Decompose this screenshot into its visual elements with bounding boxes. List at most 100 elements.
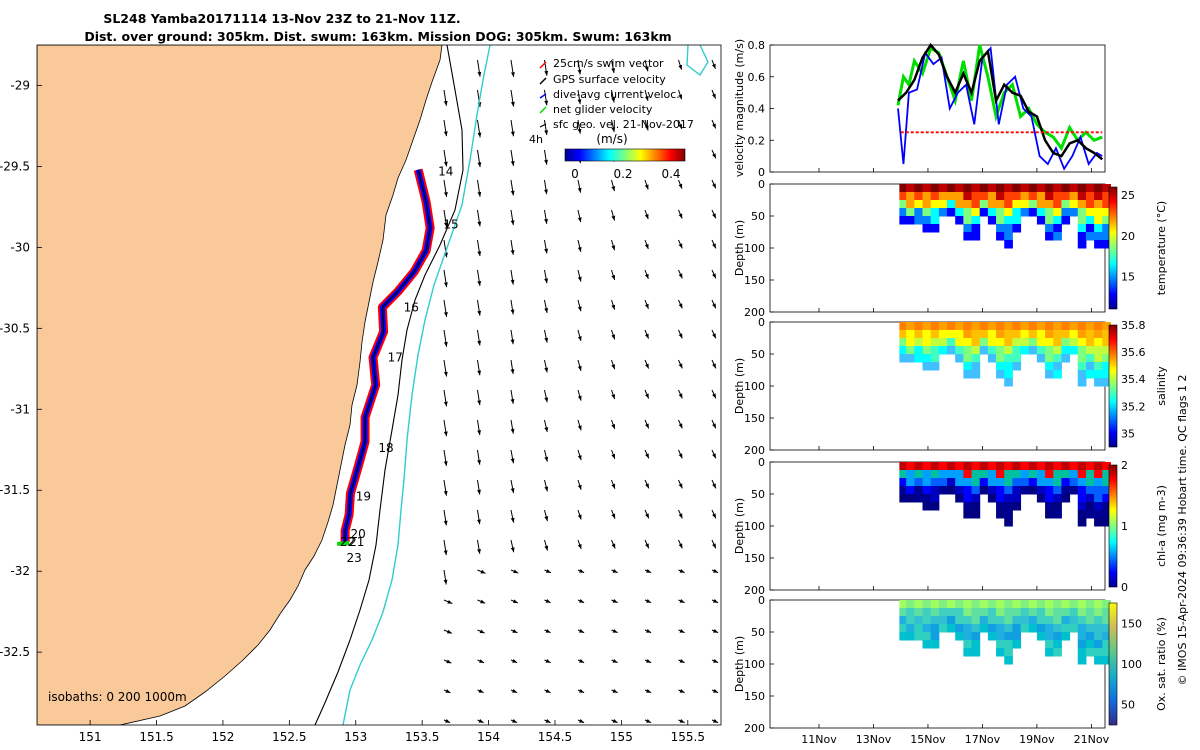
isobath-200m xyxy=(314,45,464,725)
section-cell xyxy=(1053,346,1062,355)
section-cell xyxy=(996,600,1005,609)
sfc-velocity-arrow xyxy=(477,329,482,346)
section-cell xyxy=(963,322,973,331)
section-cell xyxy=(1004,370,1013,379)
section-cell xyxy=(906,322,915,331)
sfc-velocity-arrow xyxy=(611,629,618,634)
section-cell xyxy=(1012,354,1022,363)
section-cell xyxy=(1077,462,1087,471)
section-cell xyxy=(996,470,1005,479)
section-y-tick-label: 200 xyxy=(744,306,765,319)
section-cell xyxy=(987,338,997,347)
section-cell xyxy=(947,616,956,625)
section-cell xyxy=(979,462,989,471)
map-y-tick-label: -31.5 xyxy=(0,483,30,497)
section-cell xyxy=(899,216,909,225)
section-cell xyxy=(899,632,909,641)
section-cell xyxy=(979,192,989,201)
section-cell xyxy=(963,224,973,233)
section-cell xyxy=(906,330,915,339)
section-cell xyxy=(1012,632,1022,641)
section-cell xyxy=(1094,518,1103,527)
sfc-velocity-arrow xyxy=(711,599,719,604)
section-cell xyxy=(1004,624,1013,633)
section-cell xyxy=(1036,470,1046,479)
section-cell xyxy=(1077,470,1087,479)
sfc-velocity-arrow xyxy=(711,659,719,664)
section-cell xyxy=(987,494,997,503)
section-cell xyxy=(996,224,1005,233)
section-cell xyxy=(1012,494,1022,503)
map-x-tick-label: 152.5 xyxy=(272,730,306,744)
section-cell xyxy=(963,600,973,609)
section-cell xyxy=(914,346,924,355)
section-cell xyxy=(1004,640,1013,649)
section-cell xyxy=(1028,470,1038,479)
section-cell xyxy=(938,184,948,193)
velocity-axes xyxy=(769,44,1106,173)
section-cell xyxy=(971,200,981,209)
section-cell xyxy=(1069,486,1079,495)
section-cell xyxy=(1020,208,1030,217)
section-colorbar-tick-label: 50 xyxy=(1121,699,1135,712)
section-cell xyxy=(1028,346,1038,355)
sfc-velocity-arrow xyxy=(711,239,717,249)
section-cell xyxy=(987,200,997,209)
section-cell xyxy=(987,354,997,363)
section-cell xyxy=(1102,330,1111,339)
sfc-velocity-arrow xyxy=(544,569,552,574)
section-cell xyxy=(1102,338,1111,347)
section-cell xyxy=(1102,354,1111,363)
section-cell xyxy=(955,216,964,225)
section-cell xyxy=(1045,510,1054,519)
section-colorbar-tick-label: 1 xyxy=(1121,520,1128,533)
sfc-velocity-arrow xyxy=(443,359,448,377)
section-cell xyxy=(1045,494,1054,503)
section-cell xyxy=(1061,200,1071,209)
section-cell xyxy=(963,216,973,225)
section-cell xyxy=(1004,362,1013,371)
section-y-tick-label: 200 xyxy=(744,722,765,735)
section-cell xyxy=(1020,184,1030,193)
section-panel-0: 0 50 100 150 200 Depth (m) 15 20 25 temperature (… xyxy=(733,178,1168,319)
section-cell xyxy=(947,208,956,217)
section-cell xyxy=(1053,216,1062,225)
sfc-velocity-arrow xyxy=(443,629,453,634)
section-cell xyxy=(1004,632,1013,641)
sfc-velocity-arrow xyxy=(544,659,551,664)
section-y-tick-label: 150 xyxy=(744,412,765,425)
sfc-velocity-arrow xyxy=(711,269,717,279)
section-cell xyxy=(938,330,948,339)
section-colorbar-label: Ox. sat. ratio (%) xyxy=(1155,617,1168,711)
section-cell xyxy=(1102,494,1111,503)
sfc-velocity-arrow xyxy=(510,419,515,434)
section-cell xyxy=(996,346,1005,355)
section-cell xyxy=(1069,462,1079,471)
sfc-velocity-arrow xyxy=(443,179,448,197)
sfc-velocity-arrow xyxy=(611,329,616,340)
section-cell xyxy=(955,494,964,503)
section-cell xyxy=(1020,338,1030,347)
section-cell xyxy=(1102,208,1111,217)
velocity-y-tick-label: 0.8 xyxy=(748,39,766,52)
section-colorbar-tick-label: 35.4 xyxy=(1121,373,1146,386)
section-cell xyxy=(987,608,997,617)
section-cell xyxy=(996,232,1005,241)
sfc-velocity-arrow xyxy=(678,719,685,724)
velocity-series xyxy=(896,42,1104,171)
section-cell xyxy=(1085,322,1095,331)
section-cell xyxy=(1085,346,1095,355)
sfc-velocity-arrow xyxy=(711,89,717,99)
section-cell xyxy=(938,192,948,201)
section-cell xyxy=(1045,184,1054,193)
section-cell xyxy=(906,184,915,193)
sfc-velocity-arrow xyxy=(577,329,582,342)
section-cell xyxy=(1094,346,1103,355)
section-cell xyxy=(979,486,989,495)
section-cell xyxy=(1061,632,1071,641)
section-cell xyxy=(1004,184,1013,193)
sfc-velocity-arrow xyxy=(477,119,482,138)
section-cell xyxy=(963,338,973,347)
section-cell xyxy=(1012,478,1022,487)
section-cell xyxy=(1036,478,1046,487)
